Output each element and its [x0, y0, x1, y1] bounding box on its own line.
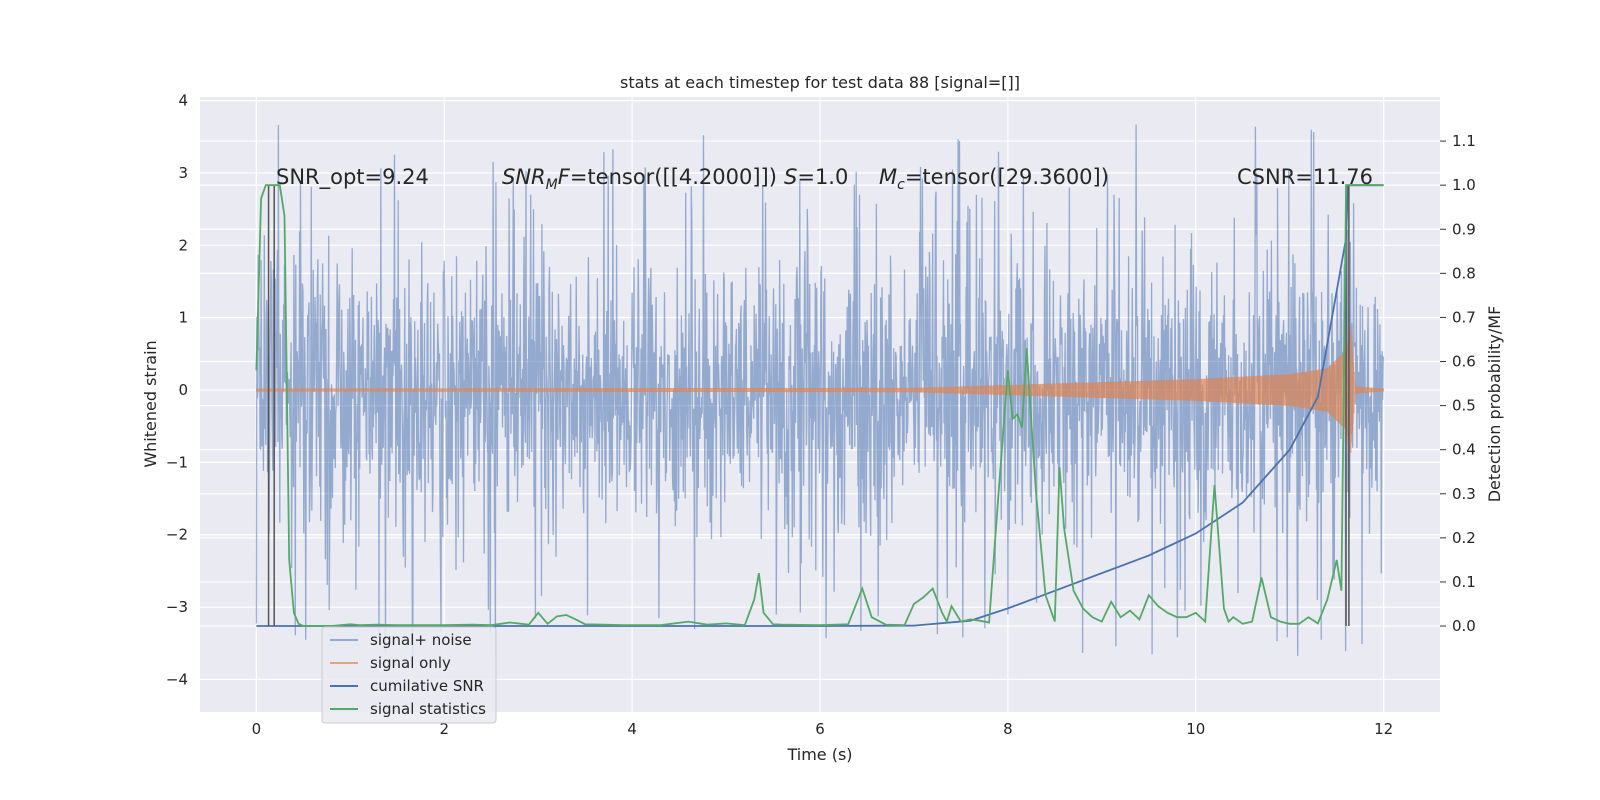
cumulative-snr-series	[256, 184, 1384, 627]
annotation-snr-mf-subscript: M	[546, 177, 558, 193]
legend-label-stats: signal statistics	[370, 700, 486, 718]
y2-tick-label: 1.0	[1452, 176, 1476, 194]
y-tick-label: −2	[166, 526, 188, 544]
y-tick-label: 0	[178, 381, 188, 399]
signal-only-series	[255, 325, 1385, 453]
chart-title: stats at each timestep for test data 88 …	[620, 73, 1020, 92]
y2-tick-label: 0.6	[1452, 353, 1476, 371]
y2-tick-label: 1.1	[1452, 132, 1476, 150]
signal-only-trace	[255, 325, 1385, 453]
legend-box	[321, 626, 497, 724]
legend-label-noise: signal+ noise	[370, 631, 472, 649]
y-tick-label: 4	[178, 92, 188, 110]
y-tick-label: −1	[166, 453, 188, 471]
y2-tick-label: 0.0	[1452, 617, 1476, 635]
cumulative-snr-line	[256, 184, 1384, 627]
noise-series	[255, 124, 1385, 669]
y2-tick-label: 0.5	[1452, 397, 1476, 415]
x-tick-label: 2	[439, 720, 449, 738]
y2-tick-label: 0.1	[1452, 573, 1476, 591]
annotation-s: S=1.0	[784, 165, 848, 189]
annotation-mc-value: =tensor([29.3600])	[905, 165, 1109, 189]
x-tick-label: 12	[1374, 720, 1393, 738]
annotation-mc: Mc=tensor([29.3600])	[879, 165, 1109, 193]
signal-statistics-line	[255, 184, 1384, 627]
annotation-csnr: CSNR=11.76	[1237, 165, 1373, 189]
y-axis-ticks: −4 −3 −2 −1 0 1 2 3 4	[166, 92, 188, 689]
y2-axis-title: Detection probability/MF	[1485, 306, 1504, 503]
annotation-snr-opt: SNR_opt=9.24	[276, 165, 429, 190]
y-tick-label: 1	[178, 309, 188, 327]
y2-tick-label: 0.4	[1452, 441, 1476, 459]
annotation-snr-mf-symbol: SNR	[502, 165, 546, 189]
y-axis-title: Whitened strain	[141, 340, 160, 467]
y2-tick-label: 0.9	[1452, 220, 1476, 238]
annotation-snr-mf-f: F	[558, 165, 571, 189]
y-tick-label: 2	[178, 236, 188, 254]
x-tick-label: 4	[627, 720, 637, 738]
y2-tick-label: 0.7	[1452, 308, 1476, 326]
annotation-s-symbol: S	[784, 165, 797, 189]
annotation-s-value: =1.0	[797, 165, 848, 189]
y2-tick-label: 0.2	[1452, 529, 1476, 547]
y2-tick-label: 0.8	[1452, 264, 1476, 282]
signal-statistics-series	[255, 184, 1384, 627]
x-axis-ticks: 0 2 4 6 8 10 12	[252, 720, 1394, 738]
y-tick-label: 3	[178, 164, 188, 182]
annotation-mc-subscript: c	[897, 177, 905, 193]
annotation-mc-symbol: M	[879, 165, 897, 189]
noise-trace	[255, 124, 1385, 669]
annotation-snr-mf-value: =tensor([[4.2000]])	[570, 165, 777, 189]
x-tick-label: 6	[815, 720, 825, 738]
y-tick-label: −3	[166, 598, 188, 616]
annotation-snr-mf: SNRMF=tensor([[4.2000]])	[502, 165, 777, 193]
x-tick-label: 10	[1186, 720, 1205, 738]
legend: signal+ noise signal only cumilative SNR…	[321, 626, 497, 724]
x-tick-label: 0	[252, 720, 262, 738]
y-tick-label: −4	[166, 670, 188, 688]
x-axis-title: Time (s)	[786, 745, 852, 764]
legend-label-csnr: cumilative SNR	[370, 677, 484, 695]
y2-axis-ticks: 0.0 0.1 0.2 0.3 0.4 0.5 0.6 0.7 0.8 0.9 1.0 1.1	[1440, 132, 1476, 635]
y2-tick-label: 0.3	[1452, 485, 1476, 503]
x-tick-label: 8	[1003, 720, 1013, 738]
legend-label-signal: signal only	[370, 654, 451, 672]
